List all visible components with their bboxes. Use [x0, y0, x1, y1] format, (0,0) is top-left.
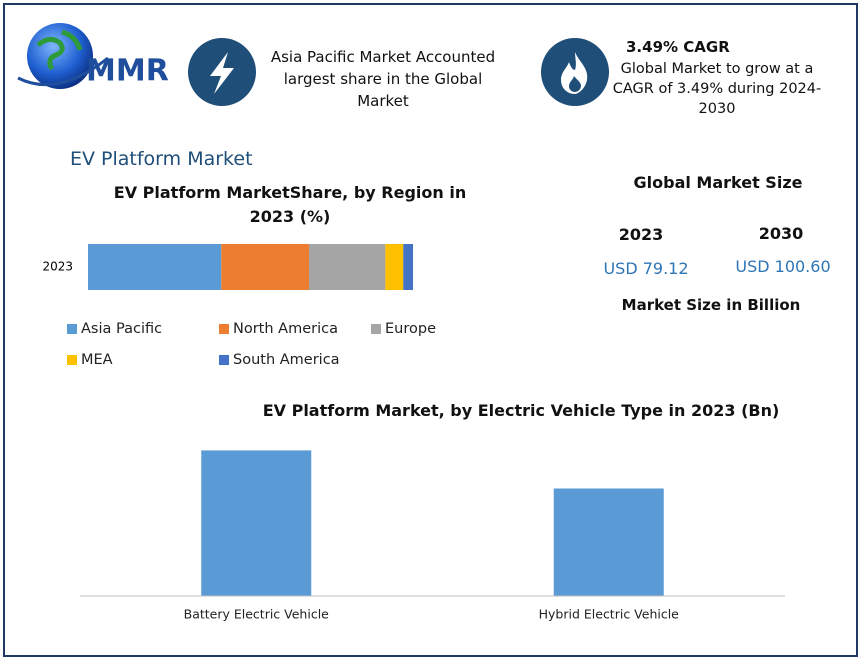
legend-label: South America [233, 352, 340, 368]
chart-title: EV Platform MarketShare, by Region in 20… [113, 183, 467, 226]
page-border [3, 3, 858, 657]
bar-segment [385, 244, 404, 290]
cagr-text: Global Market to grow at a CAGR of 3.49%… [612, 61, 822, 117]
legend-swatch [371, 324, 381, 334]
market-size-title: Global Market Size [633, 173, 803, 192]
market-year: 2023 [618, 225, 664, 244]
bar [553, 488, 664, 596]
logo-globe [27, 23, 93, 89]
bar-segment [403, 244, 413, 290]
legend-swatch [219, 324, 229, 334]
logo-land [36, 29, 83, 71]
bolt-icon [210, 52, 234, 94]
page-title: EV Platform Market [70, 148, 253, 170]
bar [201, 450, 312, 596]
bar-segment [221, 244, 309, 290]
market-year: 2030 [758, 224, 804, 243]
highlight-line: Market [357, 92, 409, 110]
y-tick-label: 2023 [42, 260, 73, 274]
flame-icon [561, 52, 588, 94]
flame-inner [569, 76, 581, 92]
x-tick-label: Battery Electric Vehicle [184, 607, 330, 622]
legend-label: North America [233, 321, 338, 337]
x-tick-label: Hybrid Electric Vehicle [539, 607, 680, 622]
logo-text: MMR [86, 54, 169, 89]
highlight-text: Asia Pacific Market Accounted largest sh… [262, 46, 504, 112]
cagr-title: 3.49% CAGR [626, 38, 730, 56]
bar-segment [309, 244, 386, 290]
legend-swatch [219, 355, 229, 365]
highlight-line: Asia Pacific Market Accounted [270, 48, 496, 66]
chart-title: EV Platform Market, by Electric Vehicle … [262, 401, 780, 420]
bar-segment [88, 244, 222, 290]
legend-swatch [67, 355, 77, 365]
market-amount: USD 100.60 [735, 257, 831, 276]
legend-swatch [67, 324, 77, 334]
logo-swoosh [17, 56, 109, 87]
legend-label: MEA [81, 352, 113, 368]
market-amount: USD 79.12 [603, 259, 689, 278]
legend-label: Asia Pacific [81, 321, 162, 337]
highlight-line: largest share in the Global [283, 70, 483, 88]
legend-label: Europe [385, 321, 436, 337]
market-size-note: Market Size in Billion [621, 296, 801, 314]
